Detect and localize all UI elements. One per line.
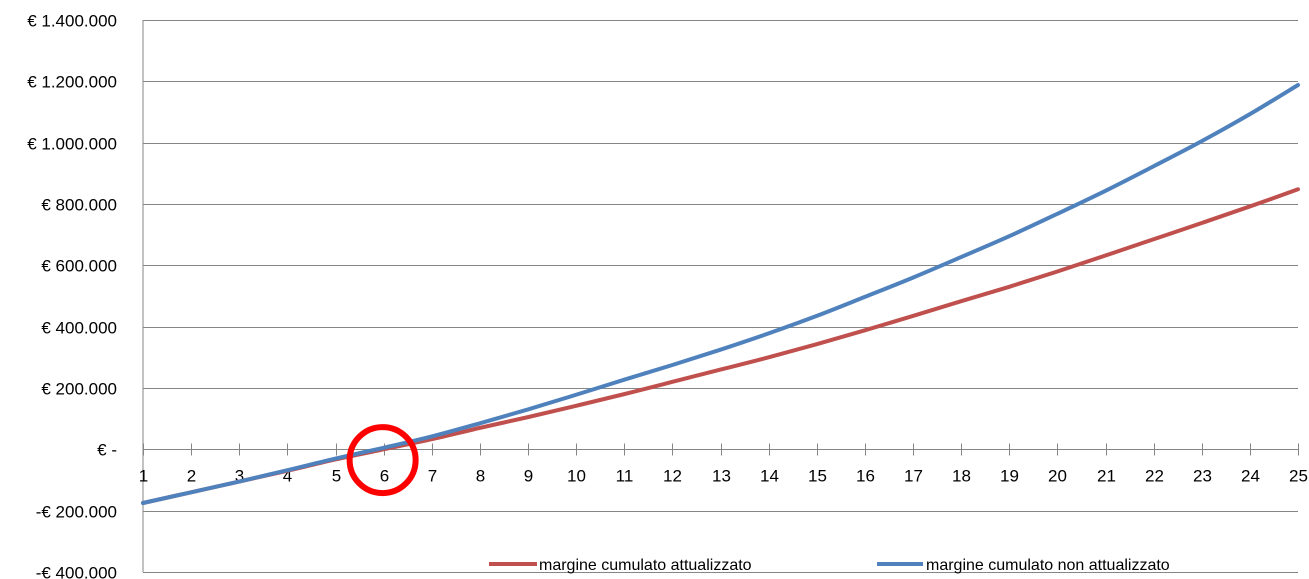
- annotation-layer: [346, 424, 419, 497]
- x-tick-label: 16: [856, 467, 875, 486]
- series-line-non-attualizzato: [141, 83, 1300, 505]
- legend-label: margine cumulato attualizzato: [539, 557, 752, 574]
- x-tick-label: 14: [760, 467, 779, 486]
- x-tick-label: 3: [235, 467, 244, 486]
- y-tick-label: € 400.000: [41, 319, 117, 338]
- y-tick-label: € 1.200.000: [27, 73, 117, 92]
- x-tick-label: 8: [476, 467, 485, 486]
- y-tick-label: € 200.000: [41, 380, 117, 399]
- x-tick-label: 24: [1241, 467, 1260, 486]
- x-tick-label: 20: [1048, 467, 1067, 486]
- x-tick-label: 25: [1289, 467, 1308, 486]
- x-tick-label: 4: [283, 467, 292, 486]
- x-tick-label: 11: [616, 467, 634, 486]
- y-tick-label: € 1.000.000: [27, 135, 117, 154]
- x-tick-label: 17: [904, 467, 923, 486]
- y-tick-label: -€ 400.000: [36, 564, 117, 579]
- y-tick-label: € 1.400.000: [27, 12, 117, 31]
- legend: margine cumulato attualizzato margine cum…: [489, 557, 1170, 574]
- x-tick-label: 22: [1145, 467, 1164, 486]
- x-tick-label: 13: [712, 467, 731, 486]
- y-tick-label: € -: [97, 441, 117, 460]
- x-tick-label: 12: [663, 467, 682, 486]
- y-tick-label: € 800.000: [41, 196, 117, 215]
- x-tick-label: 23: [1193, 467, 1212, 486]
- x-tick-label: 5: [332, 467, 341, 486]
- x-tick-label: 1: [139, 467, 148, 486]
- series-line-attualizzato: [141, 187, 1300, 505]
- axis-layer: -€ 400.000 -€ 200.000 € - € 200.000 € 400.00…: [27, 12, 1308, 579]
- series-layer: [141, 83, 1300, 505]
- highlight-circle: [346, 424, 419, 497]
- x-tick-label: 15: [808, 467, 827, 486]
- grid-layer: [143, 20, 1298, 573]
- x-tick-label: 9: [524, 467, 533, 486]
- x-tick-label: 6: [380, 467, 389, 486]
- legend-label: margine cumulato non attualizzato: [926, 557, 1170, 574]
- y-tick-label: € 600.000: [41, 257, 117, 276]
- x-tick-label: 2: [187, 467, 196, 486]
- x-tick-label: 7: [428, 467, 437, 486]
- x-tick-label: 21: [1097, 467, 1116, 486]
- x-tick-label: 18: [952, 467, 971, 486]
- y-tick-label: -€ 200.000: [36, 503, 117, 522]
- x-tick-label: 19: [1000, 467, 1019, 486]
- x-tick-label: 10: [567, 467, 586, 486]
